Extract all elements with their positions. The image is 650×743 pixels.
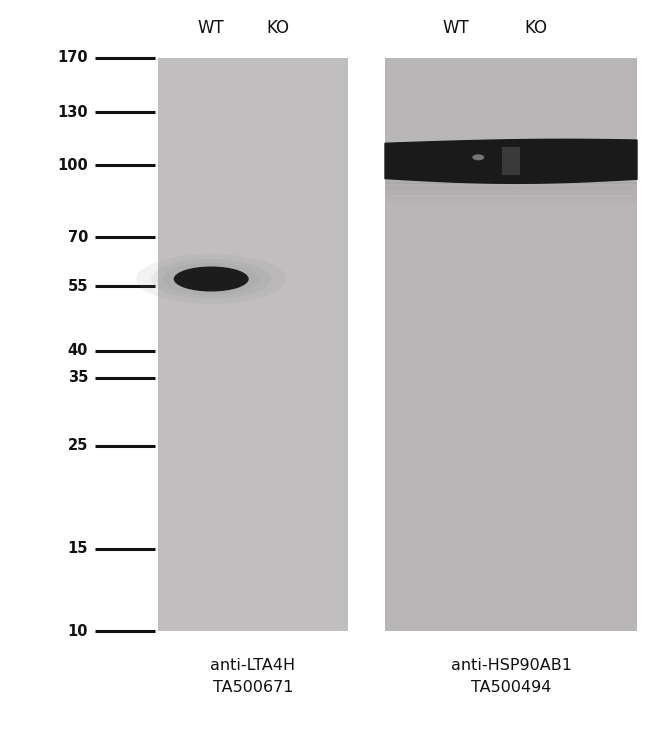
Text: 15: 15 xyxy=(68,542,88,557)
Ellipse shape xyxy=(174,267,249,291)
Text: anti-LTA4H
TA500671: anti-LTA4H TA500671 xyxy=(211,658,296,695)
Bar xyxy=(385,58,637,631)
Text: 130: 130 xyxy=(57,105,88,120)
Text: 55: 55 xyxy=(68,279,88,293)
Ellipse shape xyxy=(136,254,286,304)
Text: 70: 70 xyxy=(68,230,88,245)
Text: 35: 35 xyxy=(68,370,88,385)
Ellipse shape xyxy=(162,263,260,295)
Text: WT: WT xyxy=(442,19,469,37)
Text: KO: KO xyxy=(525,19,548,37)
Bar xyxy=(385,198,637,204)
Polygon shape xyxy=(385,140,637,184)
Bar xyxy=(158,58,348,631)
Text: anti-HSP90AB1
TA500494: anti-HSP90AB1 TA500494 xyxy=(450,658,571,695)
Text: 10: 10 xyxy=(68,623,88,638)
Text: WT: WT xyxy=(198,19,225,37)
Bar xyxy=(385,184,637,189)
Bar xyxy=(385,173,637,179)
Text: 25: 25 xyxy=(68,438,88,453)
Bar xyxy=(502,147,520,175)
Bar xyxy=(385,193,637,199)
Text: 170: 170 xyxy=(57,51,88,65)
Ellipse shape xyxy=(151,259,271,299)
Text: KO: KO xyxy=(266,19,289,37)
Bar xyxy=(385,178,637,184)
Ellipse shape xyxy=(473,155,484,160)
Text: 100: 100 xyxy=(57,158,88,173)
Bar xyxy=(385,188,637,195)
Text: 40: 40 xyxy=(68,343,88,358)
